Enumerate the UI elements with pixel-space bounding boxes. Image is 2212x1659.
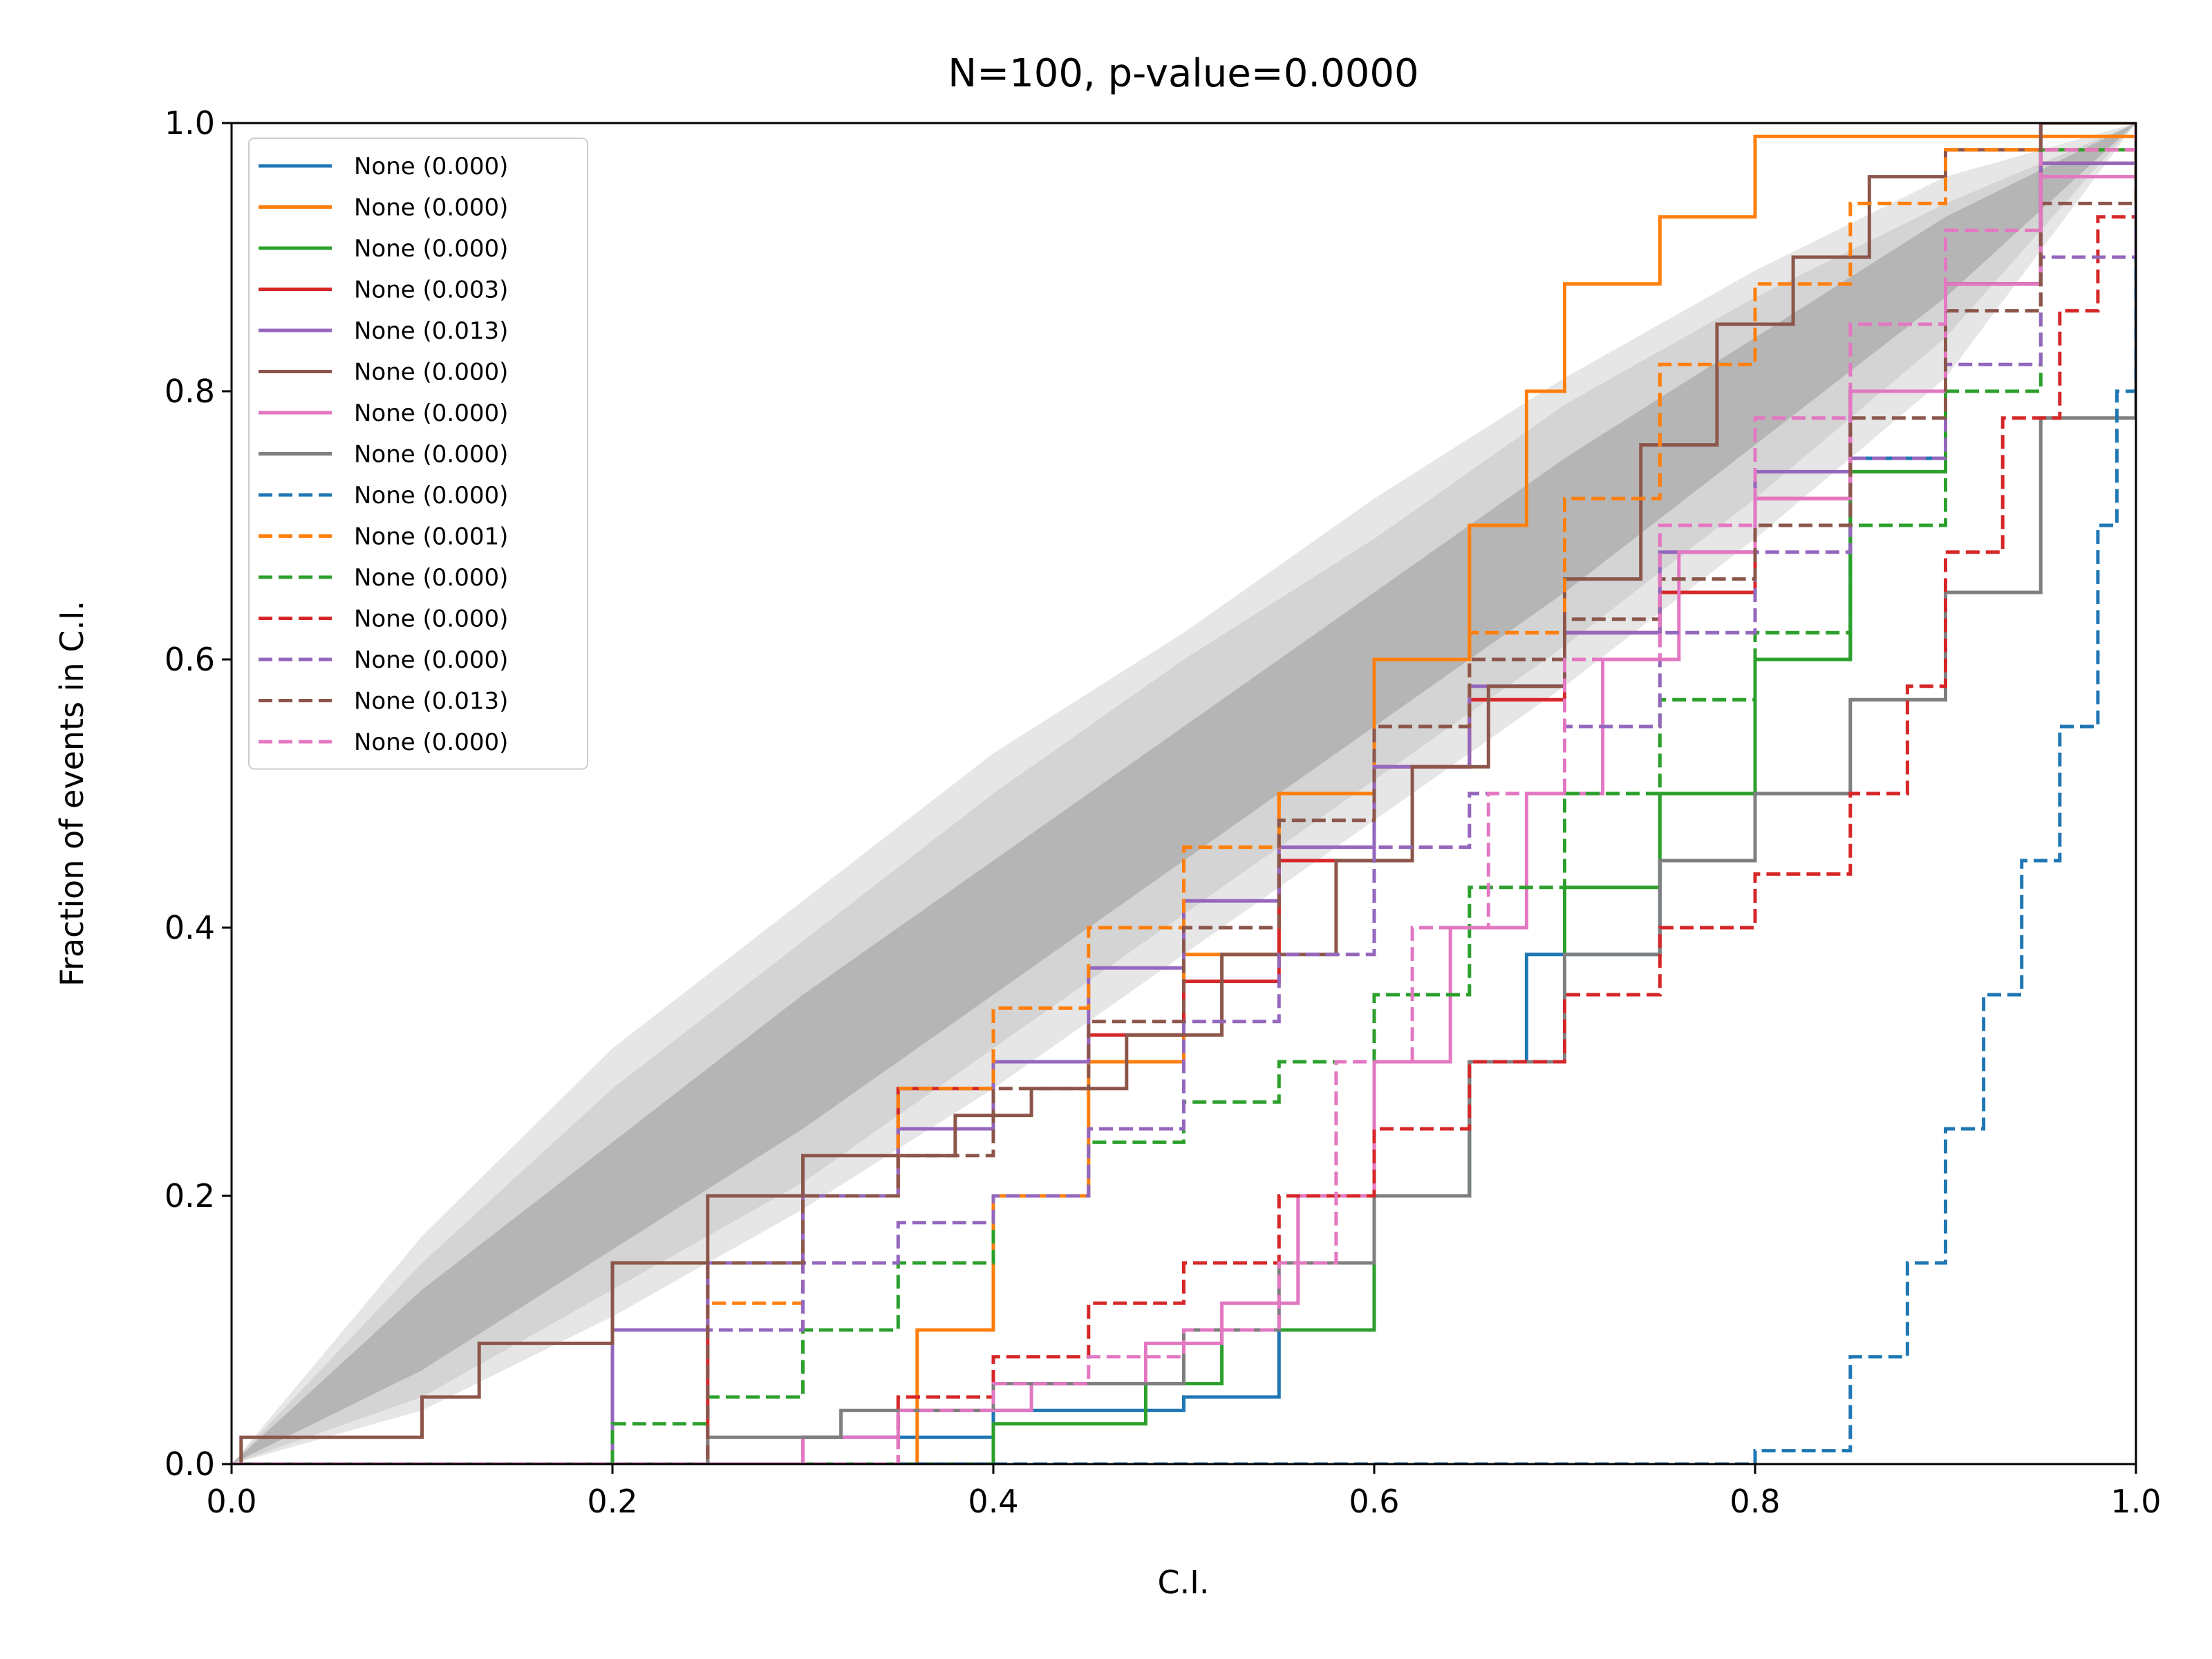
legend-entry-label: None (0.000) bbox=[354, 482, 508, 509]
legend-entry-label: None (0.013) bbox=[354, 317, 508, 345]
x-tick-label: 0.6 bbox=[1349, 1483, 1399, 1520]
series-line-2 bbox=[232, 123, 2136, 1464]
y-tick-label: 0.0 bbox=[165, 1445, 215, 1483]
legend-box bbox=[248, 138, 588, 770]
legend-entry-label: None (0.000) bbox=[354, 441, 508, 469]
legend-entry-label: None (0.000) bbox=[354, 606, 508, 633]
legend-entry-label: None (0.000) bbox=[354, 729, 508, 756]
y-tick-label: 0.8 bbox=[165, 373, 215, 410]
legend-entry-label: None (0.003) bbox=[354, 276, 508, 304]
x-axis-label: C.I. bbox=[1158, 1564, 1210, 1601]
y-axis-ticks: 0.0 0.2 0.4 0.6 0.8 1.0 bbox=[165, 104, 232, 1483]
legend-entry-label: None (0.000) bbox=[354, 564, 508, 592]
chart-title: N=100, p-value=0.0000 bbox=[948, 51, 1418, 96]
series-line-13 bbox=[232, 123, 2136, 1464]
legend-entry-label: None (0.000) bbox=[354, 194, 508, 222]
x-tick-label: 0.4 bbox=[968, 1483, 1018, 1520]
x-tick-label: 0.0 bbox=[206, 1483, 256, 1520]
series-line-9 bbox=[232, 123, 2136, 1464]
legend-entry-label: None (0.001) bbox=[354, 523, 508, 551]
y-tick-label: 0.2 bbox=[165, 1177, 215, 1215]
y-tick-label: 1.0 bbox=[165, 104, 215, 142]
x-tick-label: 0.2 bbox=[587, 1483, 637, 1520]
x-axis-ticks: 0.0 0.2 0.4 0.6 0.8 1.0 bbox=[206, 1464, 2162, 1520]
y-tick-label: 0.4 bbox=[165, 909, 215, 946]
x-tick-label: 1.0 bbox=[2110, 1483, 2161, 1520]
legend-entry-label: None (0.000) bbox=[354, 153, 508, 180]
series-lines bbox=[232, 123, 2136, 1464]
series-line-11 bbox=[232, 123, 2136, 1464]
series-line-12 bbox=[232, 123, 2136, 1464]
x-tick-label: 0.8 bbox=[1730, 1483, 1780, 1520]
legend-entry-label: None (0.013) bbox=[354, 688, 508, 715]
series-line-14 bbox=[232, 123, 2136, 1464]
legend-entry-label: None (0.000) bbox=[354, 235, 508, 263]
legend: None (0.000) None (0.000) None (0.000) None… bbox=[248, 138, 588, 770]
legend-entry-label: None (0.000) bbox=[354, 646, 508, 674]
plot-frame bbox=[230, 122, 2137, 1465]
y-axis-label: Fraction of events in C.I. bbox=[53, 601, 91, 986]
legend-entry-label: None (0.000) bbox=[354, 400, 508, 427]
y-tick-label: 0.6 bbox=[165, 641, 215, 678]
series-line-15 bbox=[232, 123, 2136, 1464]
legend-entry-label: None (0.000) bbox=[354, 359, 508, 386]
